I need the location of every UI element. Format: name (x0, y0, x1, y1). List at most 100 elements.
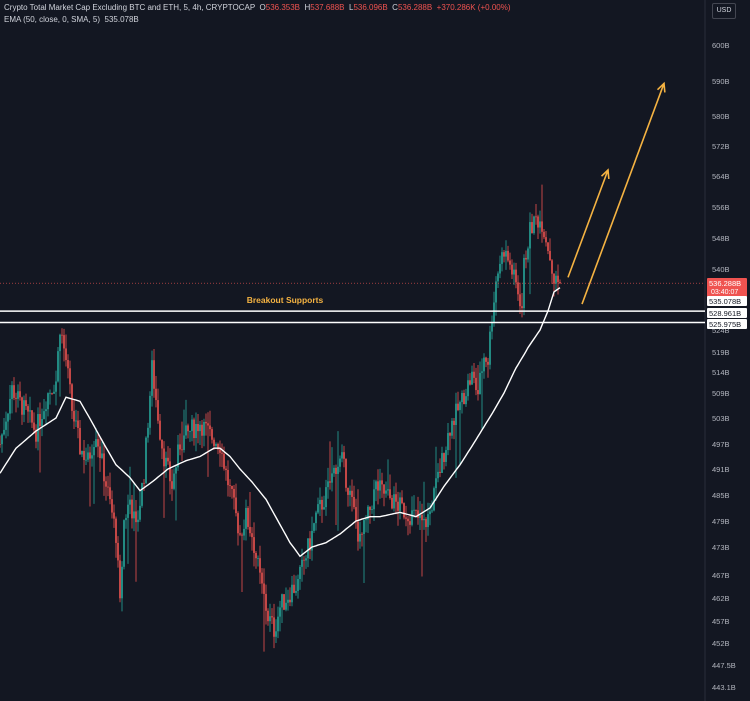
candle-body (57, 351, 59, 382)
candle-body (439, 471, 441, 473)
candle-body (461, 392, 463, 403)
candle-body (61, 334, 63, 336)
candle-body (203, 421, 205, 436)
candle-body (259, 558, 261, 573)
candle-body (291, 584, 293, 603)
candle-body (489, 331, 491, 365)
candle-body (447, 433, 449, 451)
candle-body (91, 455, 93, 459)
candle-body (541, 221, 543, 232)
candle-body (423, 518, 425, 521)
candle-body (533, 216, 535, 234)
candle-body (495, 281, 497, 303)
candle-body (195, 424, 197, 439)
low-value: 536.096B (353, 3, 388, 12)
candle-body (75, 420, 77, 422)
price-tag-last (707, 278, 747, 297)
candle-body (269, 616, 271, 622)
candle-body (467, 380, 469, 397)
price-tag-support (707, 308, 747, 318)
candle-body (119, 560, 121, 599)
candle-body (0, 444, 1, 445)
y-tick-label: 540B (712, 265, 730, 274)
candle-body (445, 450, 447, 462)
ema-value: 535.078B (104, 15, 139, 24)
currency-button[interactable]: USD (712, 3, 736, 19)
candle-body (471, 371, 473, 385)
candle-body (361, 533, 363, 535)
candle-body (497, 273, 499, 282)
candle-body (301, 559, 303, 567)
candle-body (109, 487, 111, 500)
candle-body (135, 511, 137, 523)
candle-body (179, 444, 181, 450)
candle-body (379, 480, 381, 491)
candle-body (499, 263, 501, 274)
candle-body (189, 431, 191, 432)
candle-body (395, 494, 397, 502)
candle-body (251, 533, 253, 538)
y-tick-label: 590B (712, 77, 730, 86)
candle-body (545, 237, 547, 243)
candle-body (387, 489, 389, 491)
y-tick-label: 519B (712, 348, 730, 357)
candle-body (391, 497, 393, 509)
candle-body (365, 519, 367, 521)
candle-body (169, 461, 171, 482)
candle-body (245, 507, 247, 529)
candle-body (377, 481, 379, 491)
candle-body (221, 452, 223, 454)
candle-body (229, 485, 231, 486)
candle-body (125, 517, 127, 521)
y-tick-label: 447.5B (712, 661, 736, 670)
candle-body (343, 452, 345, 459)
candle-body (457, 403, 459, 411)
candle-body (21, 397, 23, 415)
candle-body (285, 602, 287, 610)
candle-body (97, 439, 99, 447)
candle-body (363, 520, 365, 535)
candle-body (185, 425, 187, 436)
candle-body (293, 584, 295, 593)
price-tag-text: 536.288B (709, 279, 741, 288)
candle-body (327, 481, 329, 488)
candle-body (277, 616, 279, 632)
candle-body (117, 542, 119, 561)
candle-body (481, 371, 483, 373)
candle-body (49, 392, 51, 394)
candle-body (47, 393, 49, 410)
candle-body (323, 507, 325, 510)
candle-body (371, 509, 373, 511)
candle-body (413, 509, 415, 511)
candle-body (233, 488, 235, 498)
candle-body (29, 410, 31, 412)
candle-body (3, 429, 5, 435)
candle-body (463, 392, 465, 405)
candle-body (325, 487, 327, 508)
candle-body (27, 406, 29, 412)
candle-body (99, 446, 101, 458)
change-value: +370.286K (+0.00%) (436, 3, 511, 12)
candle-body (333, 467, 335, 474)
candle-body (131, 499, 133, 519)
candle-body (359, 533, 361, 542)
candle-body (1, 434, 3, 445)
candle-body (375, 481, 377, 490)
candle-body (295, 590, 297, 593)
candle-body (95, 439, 97, 448)
breakout-supports-label: Breakout Supports (247, 295, 324, 305)
candle-body (493, 302, 495, 323)
candle-body (279, 607, 281, 617)
candle-body (123, 520, 125, 567)
candle-body (519, 294, 521, 307)
candle-body (347, 487, 349, 495)
candle-body (479, 372, 481, 395)
candle-body (107, 486, 109, 488)
candle-body (113, 512, 115, 519)
candle-body (87, 452, 89, 460)
candle-body (43, 411, 45, 419)
candle-body (449, 433, 451, 436)
candle-body (339, 458, 341, 467)
candle-body (39, 414, 41, 427)
